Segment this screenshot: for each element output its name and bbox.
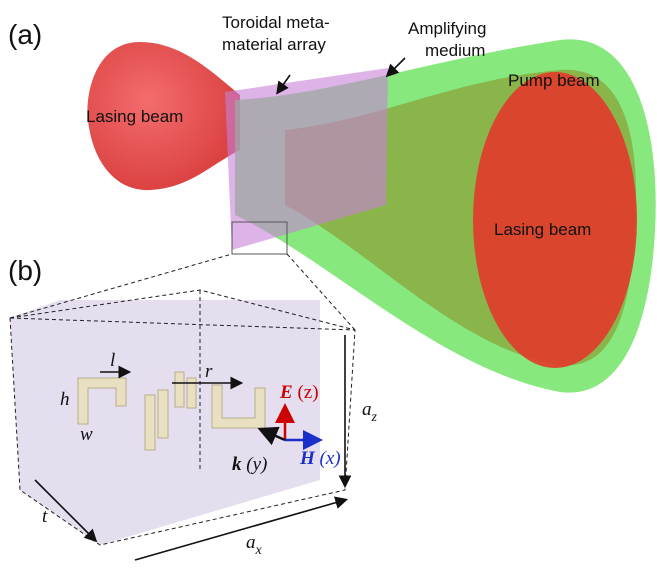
text-part: a (246, 532, 256, 553)
annotation: material array (222, 35, 326, 54)
figure: (a) Toroidal meta- material array Amplif… (0, 0, 657, 568)
text-part: H (299, 448, 316, 469)
annotation: medium (425, 41, 485, 60)
dimension-label: h (60, 389, 70, 410)
text-part: (z) (297, 382, 318, 403)
dimension-label: ax (246, 532, 263, 558)
annotation: Amplifying (408, 19, 486, 38)
text-part: k (232, 454, 242, 475)
field-label: E (z) (279, 382, 319, 403)
dimension-label: r (205, 361, 213, 382)
dimension-label: az (362, 399, 378, 425)
dimension-label: l (110, 350, 115, 371)
panel-label: (b) (8, 255, 42, 286)
dimension-label: w (80, 424, 93, 445)
field-label: H (x) (299, 448, 341, 469)
dimension-label: t (42, 506, 48, 527)
annotation: Pump beam (508, 71, 600, 90)
text-part: E (279, 382, 293, 403)
text-part: z (371, 410, 378, 425)
annotation: Lasing beam (494, 220, 591, 239)
annotation: Lasing beam (86, 107, 183, 126)
panel-label: (a) (8, 19, 42, 50)
field-label: k (y) (232, 454, 267, 475)
text-part: x (255, 543, 263, 558)
annotation: Toroidal meta- (222, 13, 330, 32)
text-part: a (362, 399, 372, 420)
text-part: (x) (320, 448, 341, 469)
text-part: (y) (246, 454, 267, 475)
